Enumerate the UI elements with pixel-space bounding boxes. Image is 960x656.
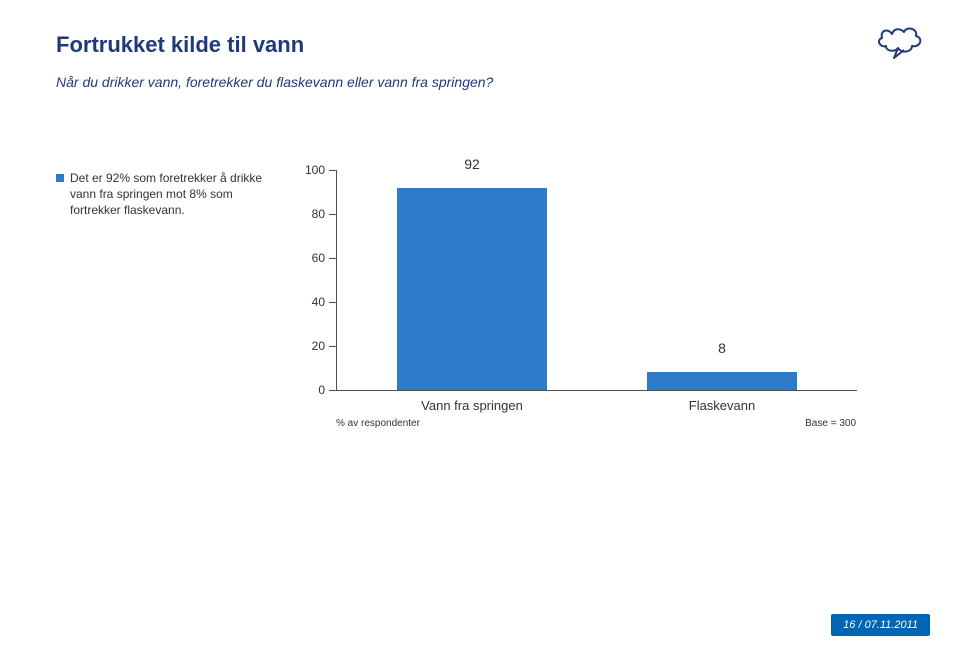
- bullet-text: Det er 92% som foretrekker å drikke vann…: [70, 170, 286, 219]
- slide: Fortrukket kilde til vann Når du drikker…: [0, 0, 960, 656]
- bar: [647, 372, 797, 390]
- bar-chart: 02040608010092Vann fra springen8Flaskeva…: [286, 170, 904, 450]
- bullet-point: Det er 92% som foretrekker å drikke vann…: [56, 170, 286, 219]
- y-tick-label: 40: [297, 295, 325, 309]
- x-axis-title: % av respondenter: [336, 418, 420, 429]
- bar: [397, 188, 547, 390]
- bullet-marker-icon: [56, 174, 64, 182]
- base-label: Base = 300: [736, 418, 856, 429]
- y-tick-label: 100: [297, 163, 325, 177]
- category-label: Flaskevann: [647, 398, 797, 413]
- bar-value-label: 8: [647, 340, 797, 356]
- y-tick-label: 80: [297, 207, 325, 221]
- y-tick-label: 0: [297, 383, 325, 397]
- y-tick: [329, 214, 337, 215]
- y-tick: [329, 258, 337, 259]
- y-tick-label: 60: [297, 251, 325, 265]
- chart-plot-area: 02040608010092Vann fra springen8Flaskeva…: [336, 170, 857, 391]
- category-label: Vann fra springen: [397, 398, 547, 413]
- page-subtitle: Når du drikker vann, foretrekker du flas…: [56, 74, 904, 90]
- footer-pagenum: 16 / 07.11.2011: [831, 614, 930, 636]
- y-tick: [329, 302, 337, 303]
- y-tick: [329, 346, 337, 347]
- y-tick: [329, 170, 337, 171]
- cloud-speech-icon: [878, 26, 926, 62]
- bar-value-label: 92: [397, 156, 547, 172]
- y-tick: [329, 390, 337, 391]
- page-title: Fortrukket kilde til vann: [56, 32, 904, 58]
- content-row: Det er 92% som foretrekker å drikke vann…: [56, 170, 904, 450]
- y-tick-label: 20: [297, 339, 325, 353]
